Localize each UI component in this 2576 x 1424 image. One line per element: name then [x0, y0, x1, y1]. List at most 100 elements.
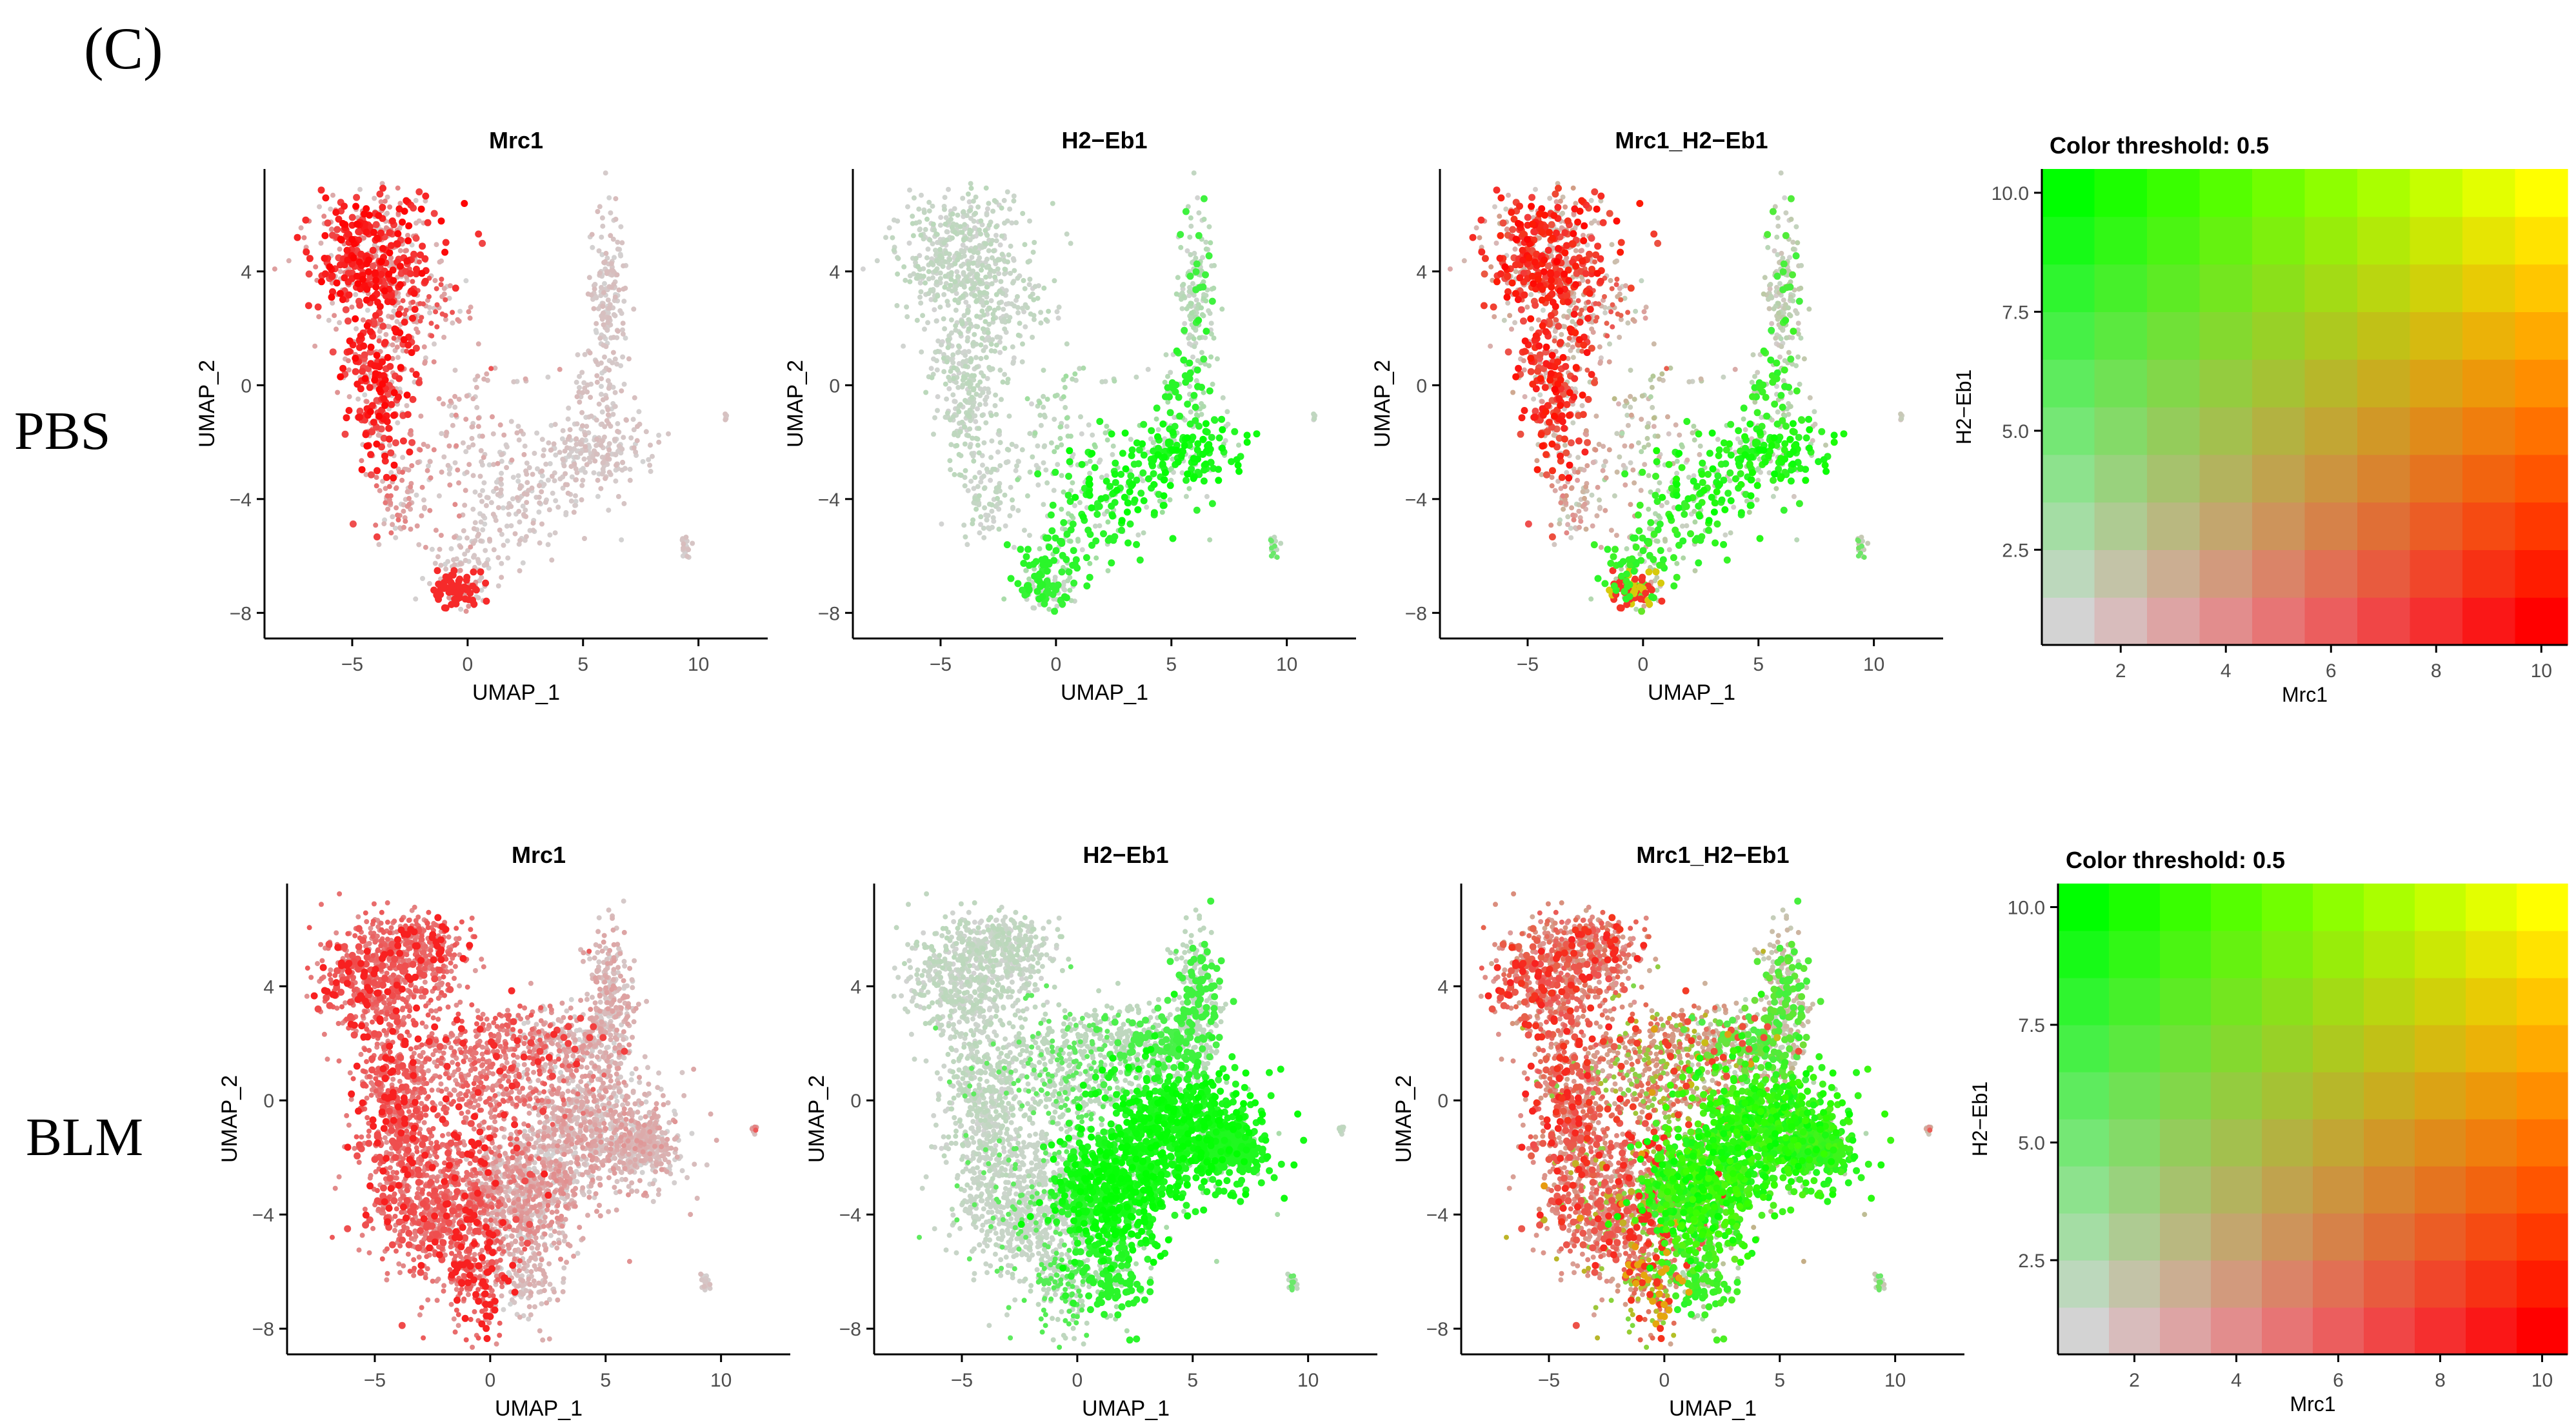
cell-point — [553, 530, 558, 535]
cell-point — [1898, 411, 1903, 417]
cell-point — [1585, 396, 1592, 403]
cell-point — [968, 444, 973, 450]
cell-point — [595, 478, 601, 483]
cell-point — [414, 198, 419, 203]
cell-point — [587, 275, 592, 280]
cell-point — [1275, 555, 1280, 560]
cell-point — [597, 402, 602, 407]
cell-point — [1632, 480, 1637, 486]
cell-point — [491, 511, 496, 517]
cell-point — [599, 376, 604, 381]
cell-point — [479, 519, 484, 524]
cell-point — [621, 299, 626, 304]
cell-point — [408, 527, 414, 532]
cell-point — [1561, 493, 1566, 499]
cell-point — [454, 413, 459, 418]
cell-point — [1189, 301, 1194, 306]
cell-point — [1599, 545, 1604, 550]
cell-point — [988, 455, 993, 460]
cell-point — [963, 535, 968, 540]
cell-point — [1604, 333, 1610, 339]
cell-point — [574, 380, 579, 385]
cell-point — [546, 542, 551, 547]
cell-points — [1448, 170, 1904, 615]
cell-point — [1650, 230, 1657, 237]
cell-point — [926, 269, 932, 274]
cell-point — [606, 315, 612, 321]
cell-point — [979, 356, 984, 361]
cell-point — [960, 230, 965, 235]
cell-point — [389, 299, 396, 306]
cell-point — [1652, 415, 1657, 420]
cell-point — [1192, 170, 1197, 175]
cell-point — [1776, 311, 1781, 316]
cell-point — [1799, 263, 1804, 268]
cell-point — [578, 451, 583, 456]
cell-point — [334, 279, 341, 286]
cell-point — [1006, 377, 1011, 382]
cell-point — [385, 271, 392, 278]
cell-point — [601, 311, 606, 316]
cell-point — [1053, 547, 1060, 554]
cell-point — [942, 284, 947, 290]
cell-point — [1055, 309, 1060, 314]
cell-point — [374, 483, 379, 488]
cell-point — [984, 233, 990, 238]
cell-point — [1653, 568, 1660, 575]
cell-point — [343, 306, 350, 313]
cell-point — [1219, 306, 1224, 312]
cell-point — [414, 493, 419, 498]
cell-point — [1105, 519, 1110, 524]
cell-point — [1003, 267, 1008, 272]
cell-point — [400, 470, 405, 475]
cell-point — [353, 292, 358, 297]
cell-point — [1752, 374, 1757, 379]
cell-point — [476, 341, 481, 346]
cell-point — [480, 488, 485, 493]
cell-point — [1061, 593, 1068, 600]
cell-point — [1747, 509, 1752, 515]
cell-point — [433, 561, 438, 566]
cell-point — [301, 235, 306, 241]
cell-point — [1557, 521, 1562, 526]
cell-point — [631, 417, 636, 422]
cell-point — [1617, 455, 1622, 460]
x-tick-label: −5 — [341, 654, 363, 675]
cell-point — [656, 440, 661, 445]
cell-point — [1590, 493, 1595, 498]
cell-point — [997, 463, 1003, 468]
cell-point — [610, 361, 615, 366]
cell-point — [567, 434, 572, 439]
cell-point — [1518, 306, 1525, 313]
cell-point — [450, 321, 455, 326]
cell-point — [1199, 284, 1206, 291]
cell-point — [1016, 333, 1021, 338]
cell-point — [555, 504, 561, 509]
cell-point — [452, 394, 457, 399]
cell-point — [478, 539, 483, 544]
cell-point — [419, 242, 426, 250]
cell-point — [1504, 226, 1510, 232]
cell-point — [594, 373, 599, 379]
cell-point — [464, 393, 470, 399]
cell-point — [1782, 195, 1787, 201]
cell-point — [1043, 317, 1048, 322]
cell-point — [552, 441, 557, 446]
cell-point — [1788, 404, 1793, 409]
cell-point — [523, 377, 528, 382]
cell-point — [1568, 439, 1575, 446]
cell-point — [603, 259, 608, 264]
cell-point — [606, 306, 612, 311]
cell-point — [584, 390, 590, 395]
cell-point — [397, 201, 403, 206]
cell-point — [561, 458, 566, 463]
cell-point — [1087, 561, 1092, 566]
cell-point — [383, 474, 390, 481]
cell-point — [574, 442, 579, 447]
cell-point — [1038, 310, 1043, 315]
cell-point — [972, 373, 977, 379]
cell-point — [354, 381, 361, 388]
cell-point — [620, 460, 625, 465]
cell-point — [378, 258, 385, 265]
cell-point — [458, 561, 463, 566]
